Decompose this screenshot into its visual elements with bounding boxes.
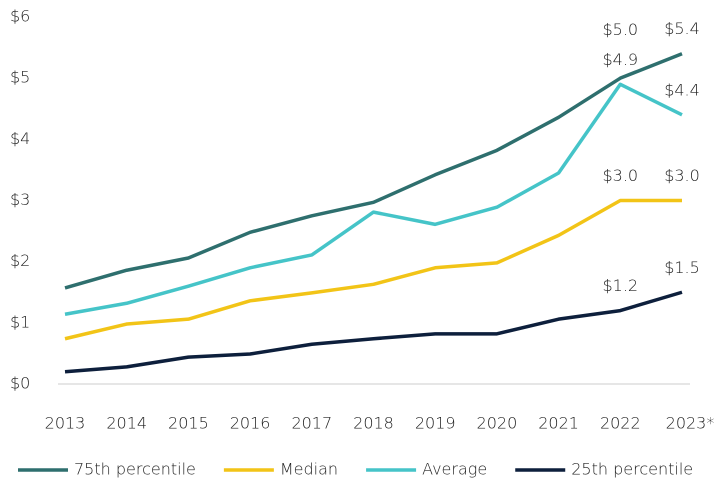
legend-label: 75th percentile: [74, 460, 196, 479]
data-label: $4.9: [602, 50, 638, 69]
series-line: [64, 290, 683, 374]
legend-label: Median: [280, 460, 338, 479]
x-tick-label: 2015: [168, 414, 209, 433]
y-tick-label: $4: [10, 129, 30, 148]
y-tick-label: $2: [10, 251, 30, 270]
x-tick-label: 2021: [538, 414, 579, 433]
x-tick-label: 2019: [415, 414, 456, 433]
x-tick-label: 2017: [291, 414, 332, 433]
data-label: $3.0: [602, 166, 638, 185]
data-label: $3.0: [664, 166, 700, 185]
series-line: [64, 52, 683, 290]
x-tick-label: 2022: [600, 414, 641, 433]
y-tick-label: $0: [10, 374, 30, 393]
x-tick-label: 2023*: [666, 414, 715, 433]
y-tick-label: $5: [10, 68, 30, 87]
x-tick-label: 2013: [45, 414, 86, 433]
y-tick-label: $6: [10, 7, 30, 26]
data-label: $1.2: [602, 276, 638, 295]
data-label: $5.0: [602, 20, 638, 39]
x-tick-label: 2016: [230, 414, 271, 433]
y-tick-label: $1: [10, 312, 30, 331]
data-label: $5.4: [664, 19, 700, 38]
data-label: $1.5: [664, 258, 700, 277]
x-tick-label: 2020: [477, 414, 518, 433]
series-line: [64, 198, 682, 341]
series-line: [64, 82, 683, 316]
x-tick-label: 2018: [353, 414, 394, 433]
y-tick-label: $3: [10, 190, 30, 209]
legend-label: Average: [422, 460, 487, 479]
data-label: $4.4: [664, 80, 700, 99]
legend-label: 25th percentile: [571, 460, 693, 479]
x-tick-label: 2014: [106, 414, 147, 433]
